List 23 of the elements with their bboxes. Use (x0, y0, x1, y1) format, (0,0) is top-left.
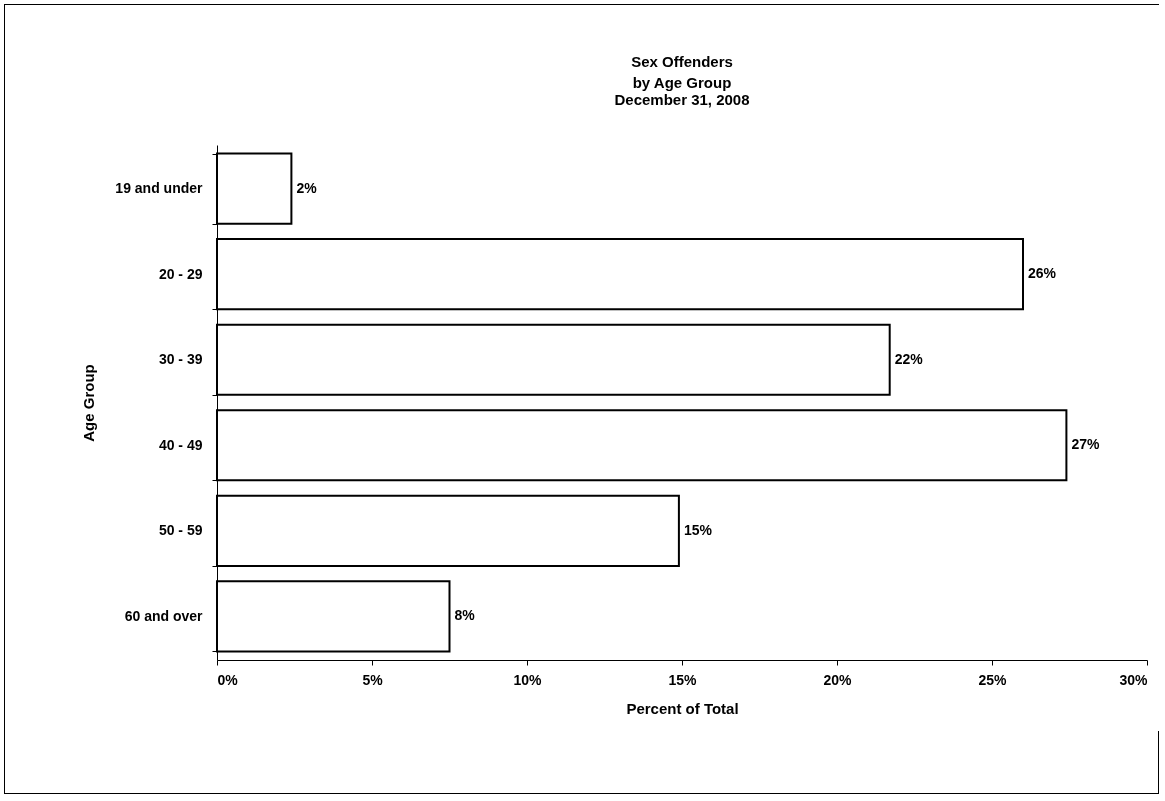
data-label: 22% (894, 350, 924, 367)
x-tick-label: 5% (362, 671, 384, 688)
y-tick-label: 40 - 49 (158, 436, 203, 453)
chart-subtitle: December 31, 2008 (614, 91, 750, 108)
chart-title: Sex Offenders by Age Group (631, 53, 733, 91)
y-tick-label: 20 - 29 (158, 265, 203, 282)
data-label: 27% (1071, 436, 1100, 453)
y-axis-title: Age Group (80, 364, 98, 442)
x-tick-label: 15% (668, 671, 698, 688)
y-tick-label: 19 and under (115, 180, 204, 197)
y-tick-label: 50 - 59 (158, 522, 203, 539)
data-label: 15% (683, 521, 713, 538)
data-label: 8% (454, 607, 476, 624)
x-tick-label: 30% (1119, 671, 1149, 688)
x-tick-label: 20% (823, 671, 853, 688)
data-label: 26% (1028, 265, 1057, 282)
x-axis-title: Percent of Total (626, 699, 739, 717)
y-tick-label: 60 and over (124, 607, 204, 624)
x-tick-label: 0% (217, 671, 239, 688)
data-label: 2% (296, 179, 318, 196)
x-tick-label: 10% (513, 671, 543, 688)
x-tick-label: 25% (978, 671, 1008, 688)
y-tick-label: 30 - 39 (158, 351, 203, 368)
